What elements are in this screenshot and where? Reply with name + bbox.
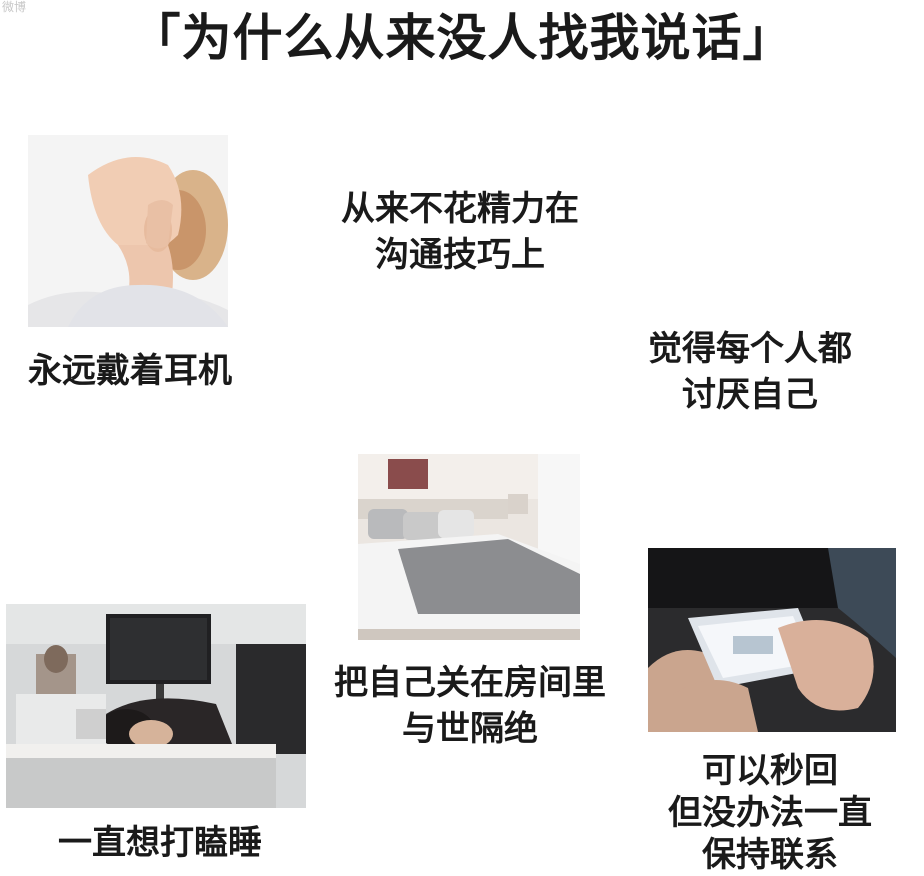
headphones-caption: 永远戴着耳机 [28,351,232,391]
headphones-photo [28,135,228,327]
bedroom-photo [358,454,580,640]
everyone-dislikes-line2: 讨厌自己 [682,375,818,415]
sleepy-caption: 一直想打瞌睡 [58,823,262,863]
bedroom-line2: 与世隔绝 [402,709,538,749]
communication-caption: 从来不花精力在 沟通技巧上 [290,186,630,278]
phone-line3: 保持联系 [702,835,838,875]
communication-line1: 从来不花精力在 [341,189,579,229]
everyone-dislikes-line1: 觉得每个人都 [648,329,852,369]
phone-line1: 可以秒回 [702,751,838,791]
everyone-dislikes-caption: 觉得每个人都 讨厌自己 [590,326,910,418]
watermark: 微博 [2,0,27,14]
phone-line2: 但没办法一直 [668,793,872,833]
communication-line2: 沟通技巧上 [375,235,545,275]
office-sleeping-photo [6,604,306,808]
phone-caption: 可以秒回 但没办法一直 保持联系 [620,750,920,876]
bedroom-caption: 把自己关在房间里 与世隔绝 [290,660,650,752]
page-title: 「为什么从来没人找我说话」 [130,9,794,67]
bedroom-line1: 把自己关在房间里 [334,663,606,703]
phone-photo [648,548,896,732]
